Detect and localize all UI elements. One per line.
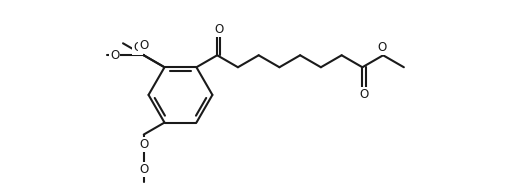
Text: O: O [378, 41, 387, 54]
Text: O: O [110, 49, 119, 62]
Text: O: O [139, 138, 149, 151]
Text: O: O [359, 88, 368, 101]
Text: O: O [139, 163, 149, 176]
Text: O: O [214, 23, 223, 36]
Text: O: O [139, 39, 149, 52]
Text: O: O [133, 41, 142, 54]
